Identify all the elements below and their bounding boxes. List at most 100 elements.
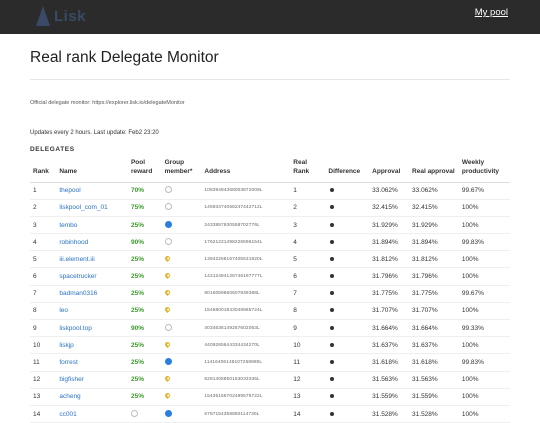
address-cell: 10839494368003872009L: [201, 182, 291, 200]
real-approval-cell: 31.637%: [409, 336, 459, 355]
real-rank-cell: 12: [290, 371, 326, 389]
column-header: Weekly productivity: [458, 159, 510, 183]
approval-cell: 32.415%: [369, 199, 410, 217]
group-member-cell: [161, 336, 202, 355]
real-rank-cell: 4: [290, 233, 326, 252]
rank-cell: 14: [30, 405, 57, 423]
dot-icon: [330, 411, 335, 416]
productivity-cell: 100%: [458, 199, 510, 217]
table-row: 10 liskjp 25% 4409265644334434270L 10 31.637%…: [30, 336, 510, 355]
approval-cell: 31.618%: [369, 353, 410, 372]
dot-icon: [330, 394, 335, 399]
pool-reward-cell: 75%: [127, 199, 162, 217]
dot-icon: [330, 188, 335, 193]
real-rank-cell: 8: [290, 302, 326, 321]
address-cell: 15435156702499576722L: [201, 388, 291, 406]
real-approval-cell: 31.563%: [409, 371, 459, 389]
real-rank-cell: 13: [290, 388, 326, 406]
address-cell: 14593474056247442712L: [201, 199, 291, 217]
pool-reward-cell: 90%: [127, 233, 162, 252]
top-bar: Lisk My pool: [0, 0, 540, 34]
real-approval-cell: 31.618%: [409, 353, 459, 372]
delegate-name-link[interactable]: robinhood: [56, 233, 128, 252]
table-row: 13 acheng 25% 15435156702499576722L 13 31.559…: [30, 388, 510, 406]
approval-cell: 31.929%: [369, 216, 410, 235]
pool-reward-cell: 25%: [127, 336, 162, 355]
dot-icon: [330, 360, 335, 364]
main-content: Real rank Delegate Monitor Official dele…: [0, 34, 540, 423]
table-row: 4 robinhood 90% 17621221498226596154L 4 31.89…: [30, 233, 510, 252]
group-member-cell: [161, 267, 202, 286]
pool-reward-cell: 25%: [127, 353, 162, 372]
address-cell: 8015059860607939388L: [201, 285, 291, 303]
address-cell: 4034636149257602063L: [201, 319, 291, 338]
my-pool-link[interactable]: My pool: [474, 7, 508, 18]
difference-cell: [325, 405, 370, 423]
page-title: Real rank Delegate Monitor: [30, 49, 219, 66]
delegate-name-link[interactable]: spacetrucker: [56, 267, 128, 286]
empty-circle-icon: [164, 237, 172, 245]
table-row: 6 spacetrucker 25% 14212484126746197777L 6 31…: [30, 267, 510, 286]
table-row: 8 leo 25% 15458001843048965724L 8 31.707% 31.7…: [30, 302, 510, 321]
blue-dot-icon: [164, 220, 172, 228]
address-cell: 15458001843048965724L: [201, 302, 291, 321]
delegate-name-link[interactable]: acheng: [56, 388, 128, 406]
productivity-cell: 100%: [458, 388, 510, 406]
group-member-cell: [161, 371, 202, 389]
rank-cell: 3: [30, 216, 57, 235]
address-cell: 4409265644334434270L: [201, 336, 291, 355]
delegate-name-link[interactable]: badman0316: [56, 285, 128, 303]
delegate-name-link[interactable]: forrest: [56, 353, 128, 372]
productivity-cell: 99.83%: [458, 353, 510, 372]
column-header: Name: [56, 159, 128, 183]
delegate-name-link[interactable]: iii.element.iii: [56, 250, 128, 269]
dot-icon: [330, 377, 335, 382]
rank-cell: 11: [30, 353, 57, 372]
delegate-name-link[interactable]: cc001: [56, 405, 128, 423]
table-row: 11 forrest 25% 11416406146107258985L 11 31.61…: [30, 353, 510, 372]
real-rank-cell: 5: [290, 250, 326, 269]
delegate-name-link[interactable]: liskjp: [56, 336, 128, 355]
real-rank-cell: 3: [290, 216, 326, 235]
table-row: 12 bigfisher 25% 6281405850163033335L 12 31.5…: [30, 371, 510, 389]
column-header: Pool reward: [127, 159, 162, 183]
productivity-cell: 99.83%: [458, 233, 510, 252]
real-rank-cell: 9: [290, 319, 326, 338]
real-rank-cell: 7: [290, 285, 326, 303]
delegate-name-link[interactable]: thepool: [56, 182, 128, 200]
pool-reward-cell: 90%: [127, 319, 162, 338]
real-approval-cell: 31.929%: [409, 216, 459, 235]
group-member-cell: [161, 233, 202, 252]
delegate-name-link[interactable]: bigfisher: [56, 371, 128, 389]
real-rank-cell: 14: [290, 405, 326, 423]
approval-cell: 31.528%: [369, 405, 410, 423]
real-approval-cell: 31.707%: [409, 302, 459, 321]
difference-cell: [325, 336, 370, 355]
rank-cell: 13: [30, 388, 57, 406]
delegate-name-link[interactable]: liskpool.top: [56, 319, 128, 338]
group-member-cell: [161, 388, 202, 406]
official-monitor-text: Official delegate monitor: https://explo…: [30, 100, 185, 106]
lisk-logo-icon: [36, 6, 50, 26]
productivity-cell: 100%: [458, 371, 510, 389]
address-cell: 11416406146107258985L: [201, 353, 291, 372]
dot-icon: [330, 239, 335, 244]
group-member-cell: [161, 250, 202, 269]
column-header: Rank: [30, 159, 57, 183]
approval-cell: 31.664%: [369, 319, 410, 338]
pin-icon: [163, 392, 171, 400]
table-header-row: Rank Name Pool reward Group member* Address R…: [30, 159, 510, 183]
lisk-logo[interactable]: Lisk: [36, 6, 86, 26]
address-cell: 17621221498226596154L: [201, 233, 291, 252]
group-member-cell: [161, 199, 202, 217]
address-cell: 6281405850163033335L: [201, 371, 291, 389]
pin-icon: [163, 289, 171, 297]
rank-cell: 7: [30, 285, 57, 303]
delegate-name-link[interactable]: tembo: [56, 216, 128, 235]
dot-icon: [330, 274, 335, 279]
delegate-name-link[interactable]: liskpool_com_01: [56, 199, 128, 217]
real-rank-cell: 10: [290, 336, 326, 355]
logo-text: Lisk: [54, 7, 87, 25]
rank-cell: 8: [30, 302, 57, 321]
delegate-name-link[interactable]: leo: [56, 302, 128, 321]
